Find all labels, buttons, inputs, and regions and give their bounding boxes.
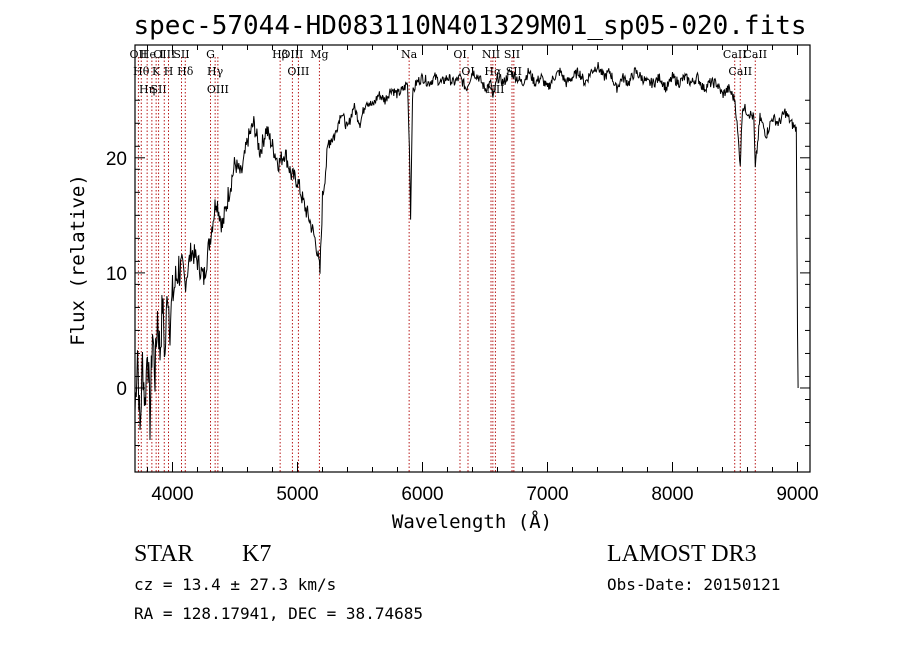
- obs-date-readout: Obs-Date: 20150121: [607, 575, 780, 594]
- y-tick-label: 20: [106, 149, 127, 170]
- x-tick-label: 8000: [651, 484, 693, 505]
- line-marker-label: OIII: [207, 83, 229, 96]
- x-tick-label: 5000: [276, 484, 318, 505]
- line-marker-label: He I: [140, 48, 164, 61]
- subclass-label: K7: [242, 541, 271, 567]
- line-marker-label: Hγ: [207, 65, 224, 78]
- flux-series-line: [134, 62, 799, 441]
- x-tick-label: 6000: [401, 484, 443, 505]
- line-marker-label: K: [152, 65, 161, 78]
- plot-frame: [134, 44, 811, 473]
- line-marker-label: OI: [453, 48, 466, 61]
- chart-title: spec-57044-HD083110N401329M01_sp05-020.f…: [133, 11, 806, 41]
- line-marker-label: Na: [401, 48, 418, 61]
- line-marker-label: OIII: [153, 48, 175, 61]
- info-block: STAR K7 cz = 13.4 ± 27.3 km/s RA = 128.1…: [134, 541, 780, 623]
- class-label: STAR: [134, 541, 193, 567]
- line-marker-label: Hβ: [272, 48, 288, 61]
- line-marker-label: Mg: [310, 48, 328, 61]
- x-axis-label: Wavelength (Å): [392, 510, 552, 533]
- y-tick-label: 10: [106, 264, 127, 285]
- survey-label: LAMOST DR3: [607, 541, 757, 567]
- line-marker-label: G: [206, 48, 215, 61]
- radec-readout: RA = 128.17941, DEC = 38.74685: [134, 604, 423, 623]
- x-tick-label: 7000: [526, 484, 568, 505]
- y-axis-label: Flux (relative): [67, 174, 89, 346]
- line-marker-label: CaII: [743, 48, 767, 61]
- y-tick-label: 0: [116, 379, 127, 400]
- cz-readout: cz = 13.4 ± 27.3 km/s: [134, 575, 336, 594]
- x-tick-label: 9000: [776, 484, 818, 505]
- line-marker-label: Hθ: [133, 65, 150, 78]
- x-tick-label: 4000: [151, 484, 193, 505]
- line-marker-label: CaII: [728, 65, 752, 78]
- line-marker-label: OII: [130, 48, 148, 61]
- line-marker-label: OIII: [287, 65, 309, 78]
- line-marker-label: Hδ: [177, 65, 194, 78]
- line-marker-label: SII: [504, 48, 520, 61]
- line-marker-label: SII: [173, 48, 189, 61]
- line-marker-label: SII: [151, 83, 167, 96]
- line-marker-label: H: [164, 65, 174, 78]
- line-marker-label: Hη: [139, 83, 155, 96]
- line-marker-label: OIII: [281, 48, 303, 61]
- axis-ticks: 4000 5000 6000 7000 8000 9000 0 10 20: [106, 45, 819, 505]
- line-marker-label: SII: [506, 65, 522, 78]
